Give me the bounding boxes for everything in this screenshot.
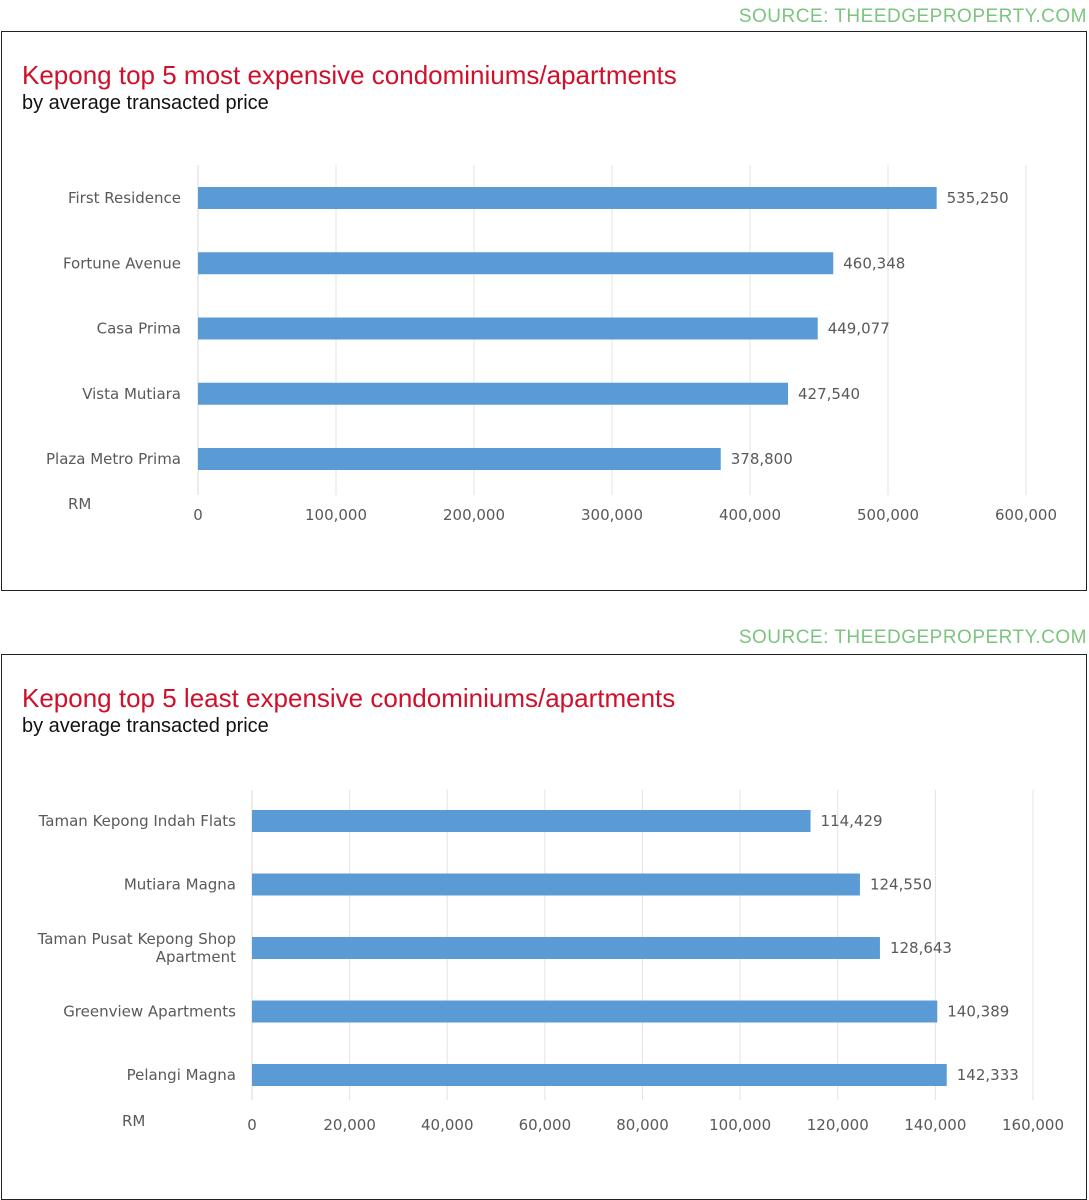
data-label: 449,077 bbox=[828, 320, 890, 338]
data-label: 140,389 bbox=[947, 1003, 1009, 1021]
x-tick-label: 300,000 bbox=[581, 506, 643, 524]
bar bbox=[198, 317, 818, 340]
category-label: Pelangi Magna bbox=[127, 1066, 236, 1084]
bar bbox=[198, 252, 834, 275]
category-label: Plaza Metro Prima bbox=[46, 450, 181, 468]
bar bbox=[252, 873, 860, 896]
category-label: Vista Mutiara bbox=[82, 385, 181, 403]
category-label: Taman Kepong Indah Flats bbox=[38, 812, 237, 830]
category-label: Casa Prima bbox=[97, 320, 181, 338]
x-tick-label: 100,000 bbox=[305, 506, 367, 524]
bar bbox=[252, 810, 811, 832]
bar-chart-least-expensive: Taman Kepong Indah Flats 114,429 Mutiara M… bbox=[37, 790, 1064, 1134]
data-label: 460,348 bbox=[843, 254, 905, 272]
bar bbox=[252, 1064, 947, 1086]
data-label: 427,540 bbox=[798, 385, 860, 403]
bar bbox=[198, 382, 789, 405]
chart-subtitle-1: by average transacted price bbox=[22, 92, 269, 114]
bar bbox=[198, 448, 721, 470]
bar bbox=[252, 937, 880, 959]
x-tick-label: 100,000 bbox=[709, 1116, 771, 1134]
x-tick-label: 40,000 bbox=[421, 1116, 474, 1134]
data-label: 535,250 bbox=[947, 189, 1009, 207]
data-label: 124,550 bbox=[870, 876, 932, 894]
category-label: First Residence bbox=[68, 189, 181, 207]
x-tick-label: 200,000 bbox=[443, 506, 505, 524]
data-label: 142,333 bbox=[957, 1066, 1019, 1084]
x-tick-label: 600,000 bbox=[995, 506, 1057, 524]
data-label: 128,643 bbox=[890, 939, 952, 957]
x-tick-label: 500,000 bbox=[857, 506, 919, 524]
x-tick-label: 0 bbox=[247, 1116, 257, 1134]
chart-panel-most-expensive: Kepong top 5 most expensive condominiums… bbox=[1, 31, 1087, 591]
x-tick-label: 140,000 bbox=[904, 1116, 966, 1134]
x-tick-label: 120,000 bbox=[807, 1116, 869, 1134]
x-axis-label: RM bbox=[68, 495, 91, 513]
category-label: Mutiara Magna bbox=[124, 876, 236, 894]
category-label: Greenview Apartments bbox=[63, 1003, 236, 1021]
bar-chart-most-expensive: First Residence 535,250 Fortune Avenue 460,… bbox=[46, 165, 1057, 524]
chart-title-2: Kepong top 5 least expensive condominium… bbox=[22, 683, 676, 713]
category-label: Taman Pusat Kepong Shop Apartment bbox=[37, 930, 237, 966]
x-tick-label: 400,000 bbox=[719, 506, 781, 524]
x-tick-label: 0 bbox=[193, 506, 203, 524]
x-axis-label: RM bbox=[122, 1112, 145, 1130]
x-tick-label: 60,000 bbox=[519, 1116, 572, 1134]
data-label: 114,429 bbox=[821, 812, 883, 830]
data-label: 378,800 bbox=[731, 450, 793, 468]
bar bbox=[198, 187, 937, 209]
source-label-2: SOURCE: THEEDGEPROPERTY.COM bbox=[738, 627, 1087, 648]
chart-subtitle-2: by average transacted price bbox=[22, 715, 269, 737]
source-label-1: SOURCE: THEEDGEPROPERTY.COM bbox=[738, 6, 1087, 27]
bar bbox=[252, 1000, 938, 1023]
x-tick-label: 20,000 bbox=[323, 1116, 376, 1134]
category-label: Fortune Avenue bbox=[63, 254, 181, 272]
chart-title-1: Kepong top 5 most expensive condominiums… bbox=[22, 60, 677, 90]
x-tick-label: 160,000 bbox=[1002, 1116, 1064, 1134]
x-tick-label: 80,000 bbox=[616, 1116, 669, 1134]
